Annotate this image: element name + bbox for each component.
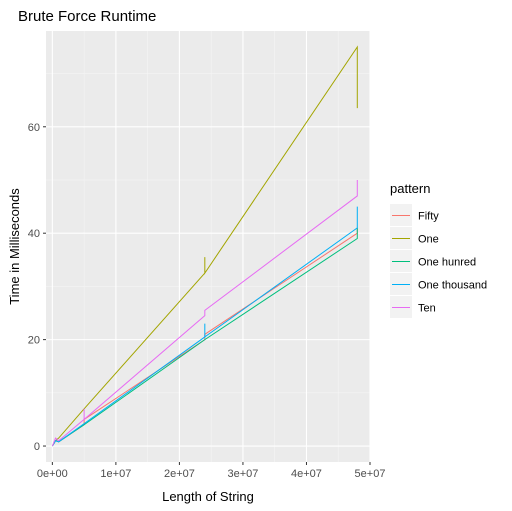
legend-label-one-thousand: One thousand <box>418 280 487 292</box>
x-tick-label: 1e+07 <box>100 468 131 480</box>
x-tick-label: 3e+07 <box>227 468 258 480</box>
grid-minor <box>46 31 370 462</box>
legend-label-one: One <box>418 234 439 246</box>
chart-title: Brute Force Runtime <box>18 8 156 25</box>
y-tick-label: 0 <box>34 441 40 453</box>
x-tick-label: 0e+00 <box>37 468 68 480</box>
axis-ticks <box>43 126 371 465</box>
legend: pattern Fifty One One hunred One thousand Te… <box>390 181 487 318</box>
legend-label-ten: Ten <box>418 303 436 315</box>
x-tick-label: 4e+07 <box>291 468 322 480</box>
legend-label-fifty: Fifty <box>418 211 439 223</box>
y-tick-label: 20 <box>28 335 40 347</box>
series-line-one <box>51 45 358 447</box>
legend-title: pattern <box>390 181 430 196</box>
legend-label-one-hunred: One hunred <box>418 257 476 269</box>
plot-panel <box>46 31 370 462</box>
series-layer <box>51 45 358 447</box>
grid-major <box>46 31 371 462</box>
series-line-one-thousand <box>51 206 358 447</box>
y-tick-label: 40 <box>28 228 40 240</box>
tick-labels: 0e+00 1e+07 2e+07 3e+07 4e+07 5e+07 0 20 40 60 <box>28 122 386 480</box>
x-tick-label: 5e+07 <box>355 468 386 480</box>
x-tick-label: 2e+07 <box>164 468 195 480</box>
x-axis-title: Length of String <box>162 489 254 504</box>
series-line-ten <box>51 179 358 447</box>
y-tick-label: 60 <box>28 122 40 134</box>
y-axis-title: Time in Milliseconds <box>7 188 22 305</box>
